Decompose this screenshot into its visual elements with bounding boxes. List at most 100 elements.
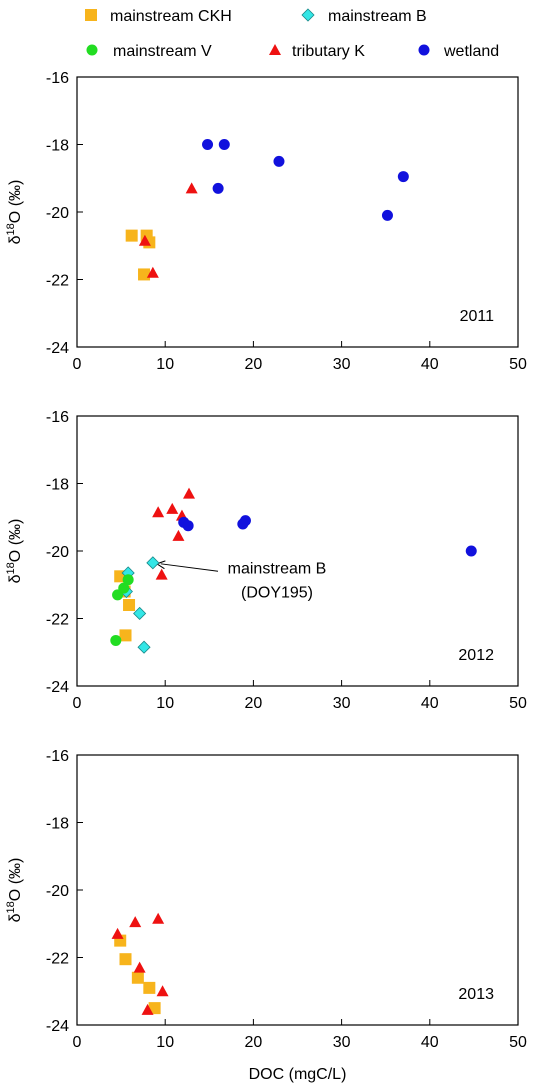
legend-item-mainstream-v: mainstream V <box>86 43 212 60</box>
chart-panel-2013: 0 10 20 30 40 50 -16 -18 -20 -22 -24 δ18O (‰) 2013 DO… <box>5 748 527 1083</box>
data-point-tributary-k <box>152 506 165 518</box>
data-point-wetland <box>273 155 285 167</box>
data-point-wetland <box>218 139 230 150</box>
annotation-label-line2: (DOY195) <box>241 584 313 601</box>
x-axis-label: DOC (mgC/L) <box>249 1066 347 1083</box>
y-axis-label-superscript: 18 <box>5 901 17 913</box>
y-tick-label: -20 <box>46 205 69 222</box>
data-point-mainstream-b <box>146 556 160 570</box>
y-axis-label-superscript: 18 <box>5 562 17 574</box>
x-tick-label: 0 <box>73 1034 82 1051</box>
data-point-tributary-k <box>152 912 165 924</box>
data-point-wetland <box>465 545 477 557</box>
y-tick-label: -16 <box>46 409 69 426</box>
plot-frame <box>76 754 519 1026</box>
legend-item-tributary-k: tributary K <box>269 43 365 60</box>
y-axis-label-suffix: O (‰) <box>7 180 24 224</box>
y-tick-label: -24 <box>46 340 69 357</box>
data-point-mainstream-ckh <box>143 981 156 994</box>
series-mainstream-ckh <box>114 934 161 1015</box>
x-tick-label: 30 <box>333 356 351 373</box>
x-tick-label: 50 <box>509 695 527 712</box>
x-tick-label: 30 <box>333 695 351 712</box>
chart-panel-2012: 0 10 20 30 40 50 -16 -18 -20 -22 -24 δ18O (‰) 2012 ma… <box>5 409 527 712</box>
legend-marker-wetland <box>418 44 430 56</box>
y-tick-label: -16 <box>46 748 69 765</box>
y-axis-label-prefix: δ <box>7 913 24 922</box>
series-mainstream-v <box>110 574 134 646</box>
data-point-tributary-k <box>172 529 185 541</box>
data-point-mainstream-ckh <box>119 629 132 642</box>
data-point-wetland <box>202 139 214 150</box>
data-point-wetland <box>182 520 194 532</box>
data-point-tributary-k <box>185 182 198 194</box>
data-point-tributary-k <box>133 961 146 973</box>
x-tick-label: 40 <box>421 1034 439 1051</box>
data-point-wetland <box>381 209 393 221</box>
legend-label: wetland <box>443 43 499 60</box>
y-axis-label: δ18O (‰) <box>5 180 24 245</box>
x-tick-label: 20 <box>245 695 263 712</box>
legend-marker-mainstream-b <box>301 8 315 22</box>
x-tick-label: 10 <box>156 1034 174 1051</box>
data-point-mainstream-v <box>122 574 134 586</box>
data-point-tributary-k <box>138 234 151 246</box>
x-tick-label: 0 <box>73 356 82 373</box>
legend-label: mainstream V <box>113 43 212 60</box>
legend-label: mainstream CKH <box>110 8 232 25</box>
data-point-tributary-k <box>183 487 196 499</box>
x-tick-label: 30 <box>333 1034 351 1051</box>
series-wetland <box>202 139 409 221</box>
x-tick-label: 50 <box>509 356 527 373</box>
x-tick-label: 10 <box>156 695 174 712</box>
data-point-tributary-k <box>155 568 168 580</box>
y-axis-label: δ18O (‰) <box>5 519 24 584</box>
data-point-tributary-k <box>156 985 169 997</box>
legend-item-mainstream-b: mainstream B <box>301 8 427 25</box>
series-tributary-k <box>138 182 198 278</box>
y-tick-label: -24 <box>46 1018 69 1035</box>
legend-item-wetland: wetland <box>418 43 499 60</box>
x-tick-label: 10 <box>156 356 174 373</box>
data-point-mainstream-ckh <box>123 599 136 611</box>
data-point-mainstream-v <box>112 589 124 601</box>
x-tick-label: 20 <box>245 1034 263 1051</box>
data-point-tributary-k <box>166 502 179 514</box>
data-point-mainstream-b <box>137 640 151 654</box>
data-point-tributary-k <box>129 916 142 928</box>
data-point-mainstream-ckh <box>131 971 144 984</box>
plot-frame <box>76 76 519 348</box>
data-point-wetland <box>397 171 409 183</box>
legend-label: tributary K <box>292 43 365 60</box>
series-tributary-k <box>111 912 169 1015</box>
legend-item-mainstream-ckh: mainstream CKH <box>85 8 232 25</box>
data-point-wetland <box>237 518 249 530</box>
legend: mainstream CKH mainstream B mainstream V tr… <box>85 8 499 60</box>
y-axis-label-suffix: O (‰) <box>7 519 24 563</box>
legend-marker-mainstream-ckh <box>85 9 97 21</box>
y-tick-label: -18 <box>46 138 69 155</box>
chart-panel-2011: 0 10 20 30 40 50 -16 -18 -20 -22 -24 δ18O (‰) 2011 <box>5 70 527 373</box>
legend-marker-tributary-k <box>269 44 281 55</box>
y-tick-label: -18 <box>46 477 69 494</box>
x-tick-label: 40 <box>421 695 439 712</box>
y-tick-label: -16 <box>46 70 69 87</box>
y-axis-label: δ18O (‰) <box>5 858 24 923</box>
year-label: 2012 <box>458 647 494 664</box>
x-tick-label: 20 <box>245 356 263 373</box>
data-point-tributary-k <box>111 927 124 939</box>
legend-marker-mainstream-v <box>86 44 98 56</box>
data-point-mainstream-ckh <box>138 268 151 281</box>
y-axis-label-suffix: O (‰) <box>7 858 24 902</box>
data-point-mainstream-v <box>110 634 122 646</box>
y-tick-label: -24 <box>46 679 69 696</box>
y-tick-label: -22 <box>46 273 69 290</box>
data-point-mainstream-ckh <box>119 953 132 966</box>
y-tick-label: -20 <box>46 883 69 900</box>
x-tick-label: 50 <box>509 1034 527 1051</box>
year-label: 2011 <box>460 308 495 325</box>
data-point-wetland <box>212 182 224 194</box>
annotation-arrow-line <box>160 563 219 572</box>
y-axis-label-prefix: δ <box>7 574 24 583</box>
y-axis-label-prefix: δ <box>7 235 24 244</box>
